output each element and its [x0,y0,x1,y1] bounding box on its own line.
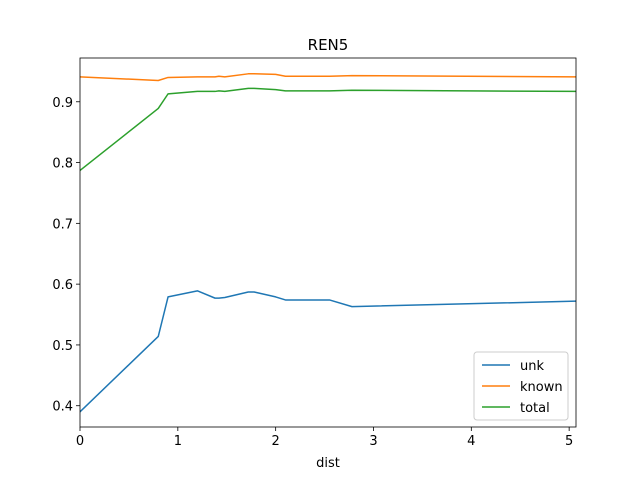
y-tick-label: 0.6 [52,278,73,293]
y-tick-label: 0.5 [52,339,73,354]
x-tick-label: 2 [272,434,280,449]
legend-box [473,351,569,421]
y-tick-label: 0.9 [52,96,73,111]
x-axis-label: dist [316,456,340,471]
x-tick-label: 4 [467,434,475,449]
series-line-total [80,87,576,172]
plot-series [80,73,576,413]
legend-label-known: known [520,380,563,395]
legend: unk known total [473,351,569,421]
y-tick-label: 0.4 [52,400,73,415]
legend-label-total: total [520,401,550,416]
axes: 0 1 2 3 4 5 0.4 0.5 0.6 0.7 0.8 0.9 [52,57,577,449]
x-tick-label: 0 [76,434,84,449]
legend-label-unk: unk [520,359,544,374]
plot-frame [79,57,577,428]
y-tick-label: 0.7 [52,217,73,232]
x-tick-label: 5 [565,434,573,449]
series-line-unk [80,290,576,413]
x-tick-label: 1 [174,434,182,449]
x-tick-label: 3 [369,434,377,449]
series-line-known [80,73,576,82]
chart-title: REN5 [308,36,349,54]
y-tick-label: 0.8 [52,157,73,172]
